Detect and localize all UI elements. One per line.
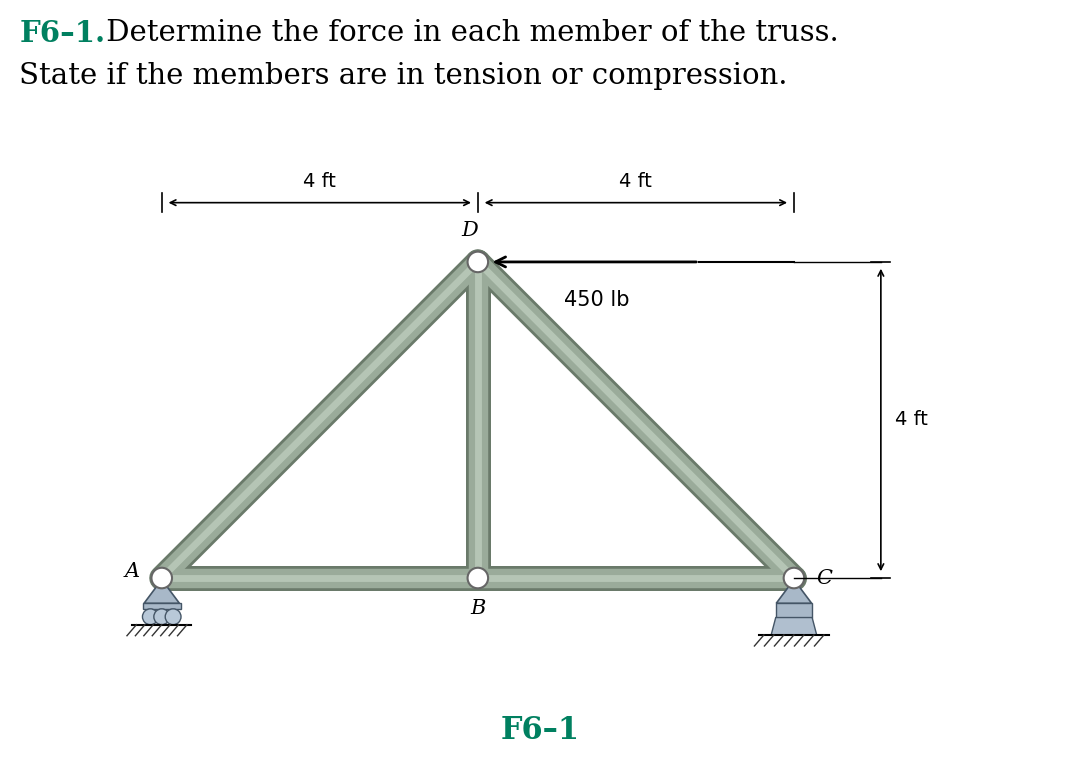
Text: F6–1.: F6–1. — [19, 19, 106, 48]
Text: 4 ft: 4 ft — [620, 172, 652, 191]
Text: 450 lb: 450 lb — [564, 290, 630, 309]
Circle shape — [153, 609, 170, 625]
Circle shape — [468, 568, 488, 588]
Polygon shape — [777, 580, 812, 603]
Polygon shape — [144, 580, 179, 603]
Text: C: C — [816, 569, 832, 587]
Text: 4 ft: 4 ft — [303, 172, 336, 191]
Circle shape — [468, 252, 488, 272]
Text: 4 ft: 4 ft — [895, 410, 928, 430]
Text: B: B — [470, 598, 486, 618]
Text: State if the members are in tension or compression.: State if the members are in tension or c… — [19, 62, 788, 90]
Circle shape — [784, 568, 805, 588]
Circle shape — [165, 609, 181, 625]
Text: D: D — [461, 221, 478, 240]
Circle shape — [143, 609, 159, 625]
Bar — [143, 603, 180, 609]
Bar — [775, 603, 812, 618]
Text: A: A — [124, 563, 139, 581]
Circle shape — [151, 568, 172, 588]
Polygon shape — [771, 618, 816, 635]
Text: F6–1: F6–1 — [500, 715, 580, 746]
Text: Determine the force in each member of the truss.: Determine the force in each member of th… — [97, 19, 839, 47]
